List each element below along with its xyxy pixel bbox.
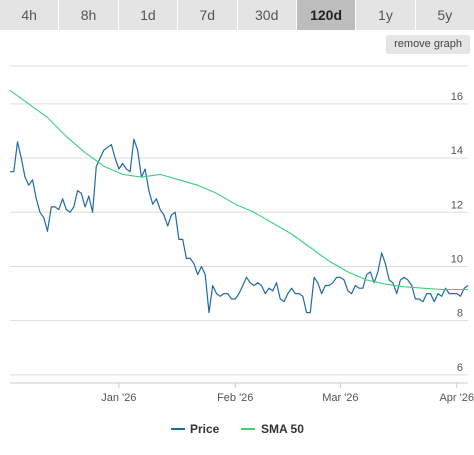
x-tick-label: Apr '26 [439, 392, 474, 404]
price-line [10, 138, 469, 314]
tab-1y[interactable]: 1y [356, 0, 416, 30]
tab-5y[interactable]: 5y [415, 0, 474, 30]
tab-4h[interactable]: 4h [0, 0, 60, 30]
series-lines [9, 89, 469, 314]
sma-50-line [9, 89, 468, 291]
y-tick-label: 16 [451, 91, 463, 103]
tab-120d[interactable]: 120d [296, 0, 357, 30]
y-axis-ticks: 6 8 10 12 14 16 [451, 91, 463, 374]
x-tick-label: Mar '26 [322, 392, 358, 404]
y-tick-label: 8 [457, 308, 463, 320]
tab-30d[interactable]: 30d [237, 0, 297, 30]
y-tick-label: 14 [451, 145, 463, 157]
legend-price-label[interactable]: Price [190, 422, 220, 436]
remove-graph-button[interactable]: remove graph [386, 35, 470, 54]
x-tick-label: Feb '26 [217, 392, 253, 404]
timeframe-tabs: 4h 8h 1d 7d 30d 120d 1y 5y [0, 0, 474, 30]
x-tick-label: Jan '26 [101, 392, 136, 404]
tab-8h[interactable]: 8h [59, 0, 119, 30]
y-tick-label: 12 [451, 199, 463, 211]
x-axis-ticks: Jan '26 Feb '26 Mar '26 Apr '26 [101, 383, 474, 404]
grid-lines [10, 65, 468, 376]
tab-1d[interactable]: 1d [118, 0, 179, 30]
y-tick-label: 6 [457, 362, 463, 374]
tab-7d[interactable]: 7d [178, 0, 238, 30]
legend: Price SMA 50 [171, 422, 304, 436]
legend-sma-label[interactable]: SMA 50 [261, 422, 304, 436]
y-tick-label: 10 [451, 253, 463, 265]
